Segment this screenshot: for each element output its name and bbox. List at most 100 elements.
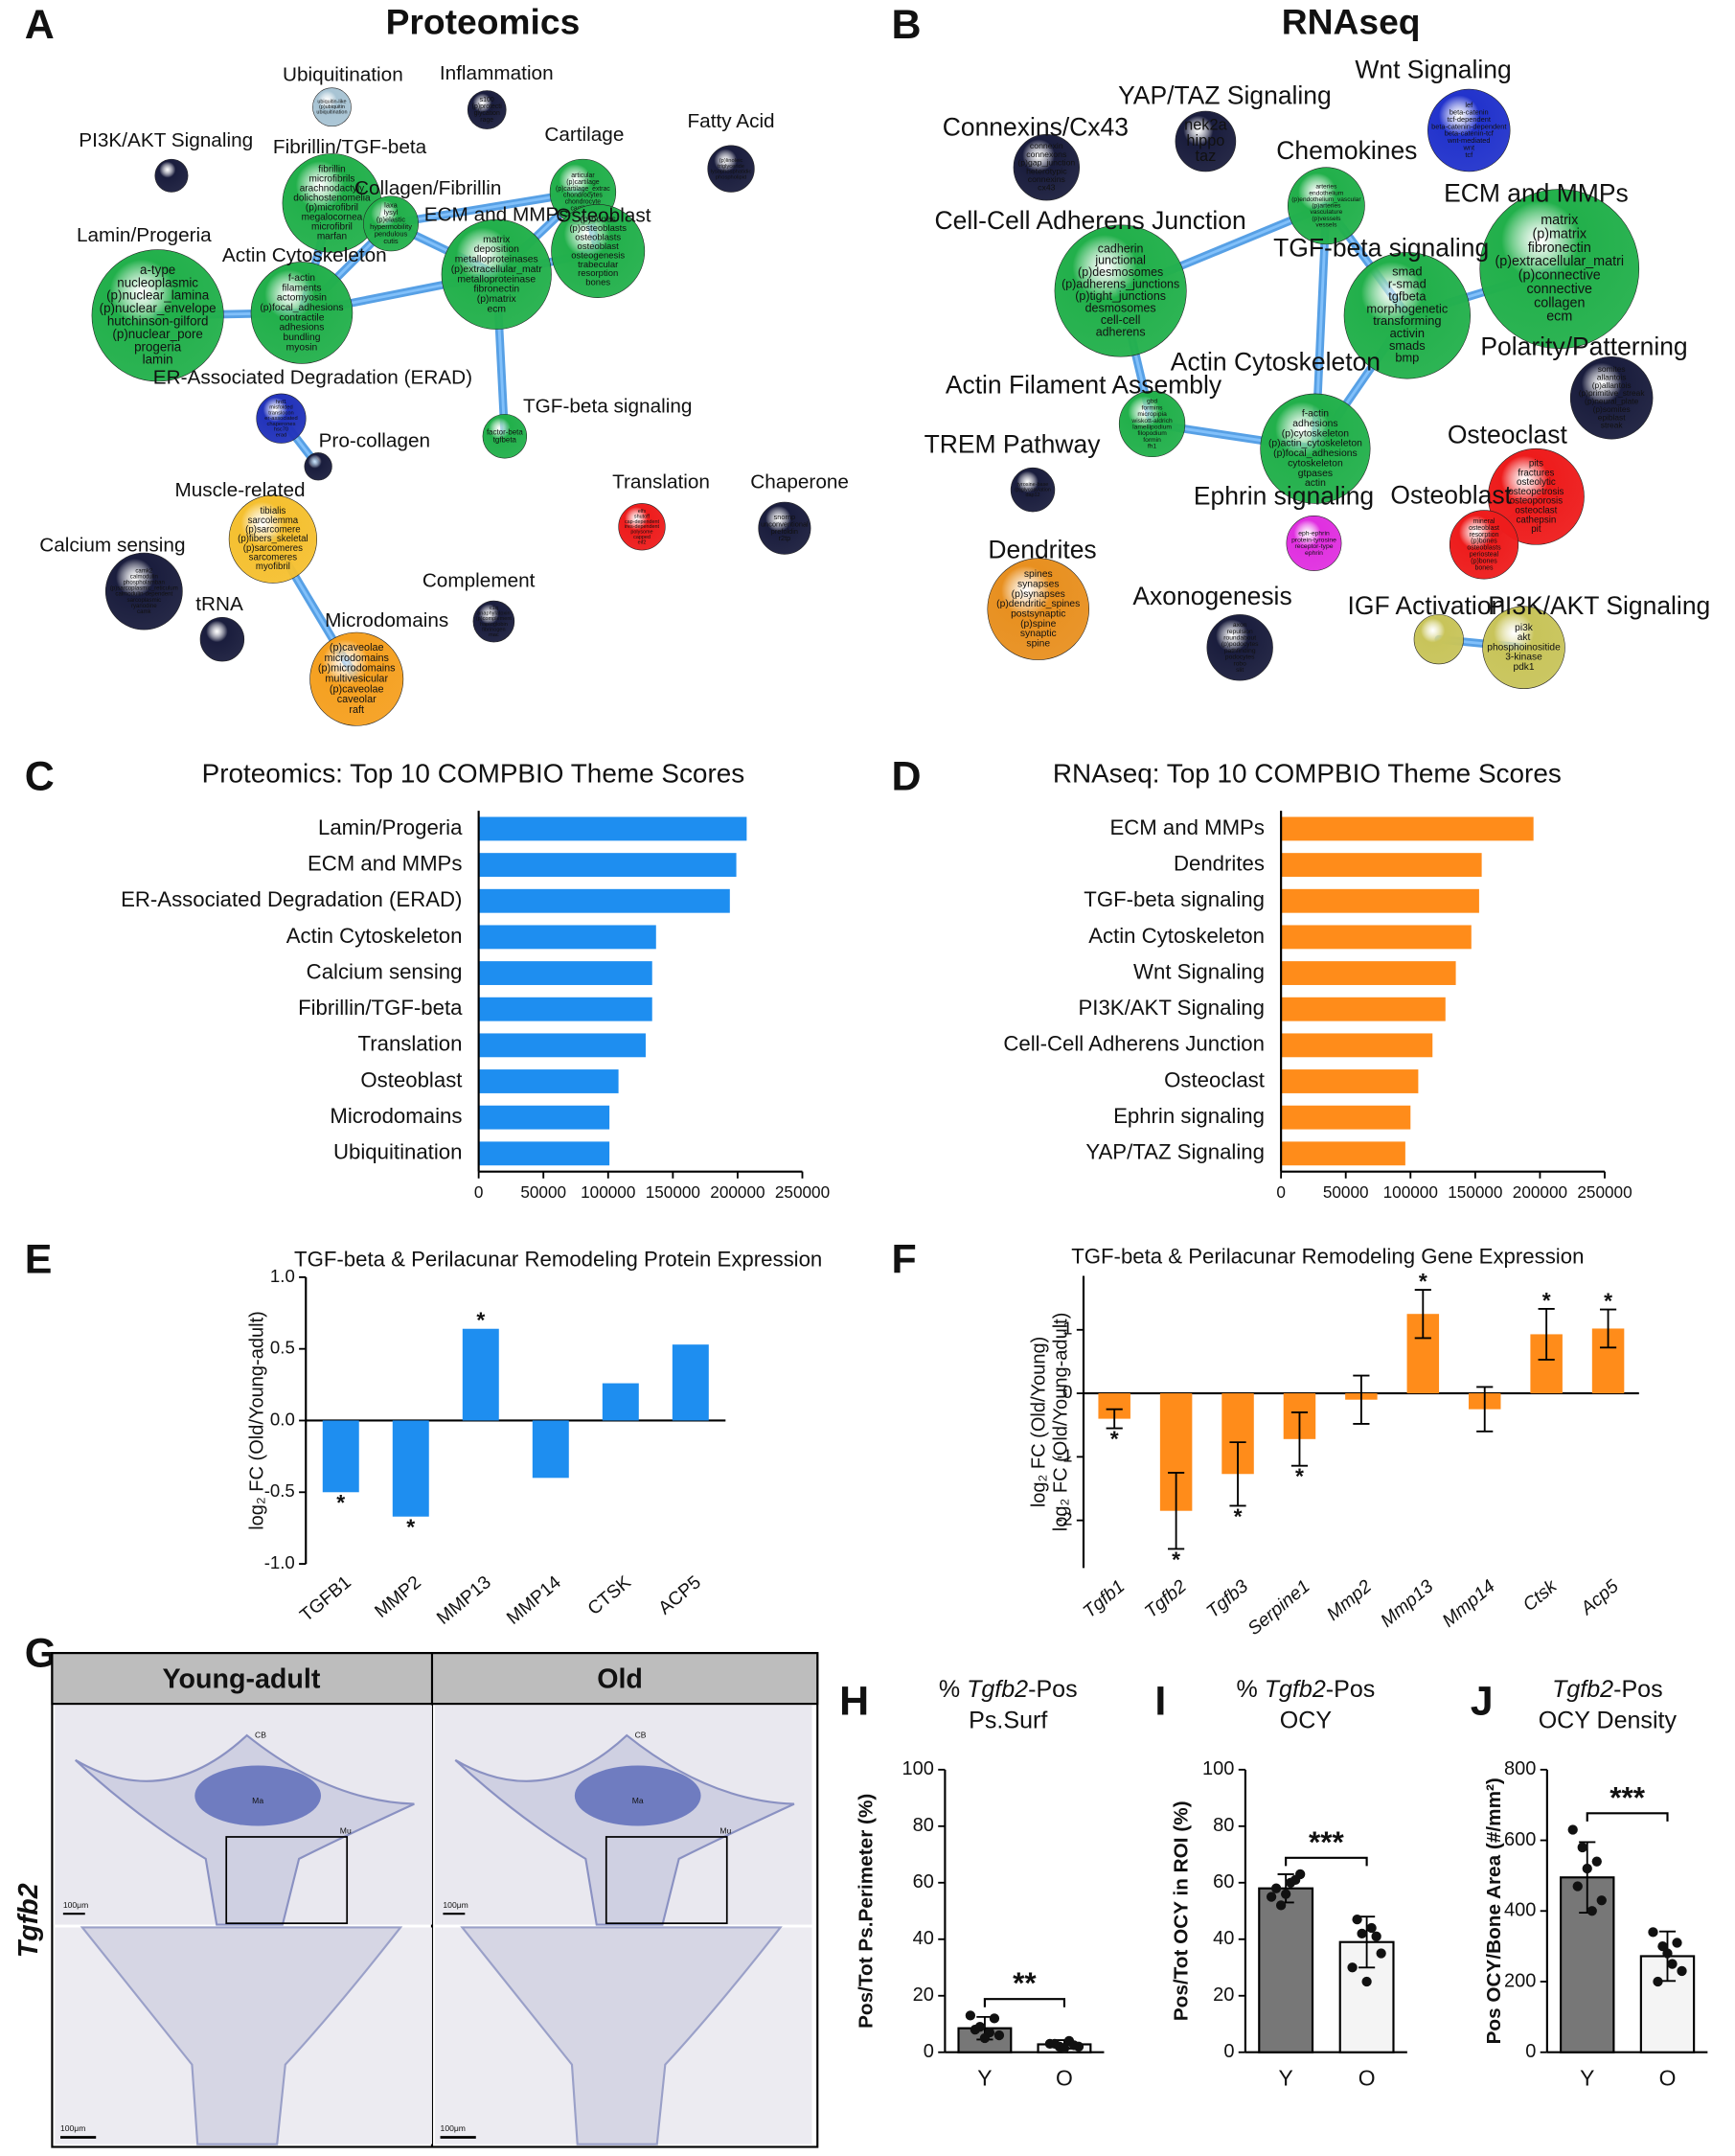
node-term: 3-kinase (1505, 653, 1542, 663)
category-label: Tgfb2 (1141, 1576, 1191, 1622)
node-term: cutis (383, 237, 399, 245)
node-term: f-actin (1302, 409, 1329, 420)
chart-title: Proteomics: Top 10 COMPBIO Theme Scores (202, 758, 745, 788)
node-term: s100 (480, 97, 494, 103)
node-label: Collagen/Fibrillin (354, 177, 501, 199)
node-term: ires-dependent (625, 524, 660, 530)
network-node (1118, 390, 1186, 458)
node-term: phospholipid (716, 174, 746, 180)
node-label: Axonogenesis (1132, 582, 1291, 610)
network-node (104, 552, 183, 631)
y-tick-label: 100 (902, 1758, 934, 1779)
node-term: ryanodine (131, 603, 157, 609)
data-point (1361, 1976, 1372, 1987)
node-label: Osteoblast (556, 205, 651, 227)
node-term: activin (1390, 326, 1425, 340)
bone-section (454, 1733, 795, 1926)
bar (478, 961, 652, 985)
node-label: Complement (422, 570, 536, 592)
chart-subtitle: Ps.Surf (969, 1707, 1047, 1733)
category-label: Microdomains (330, 1104, 462, 1128)
node-term: capped (633, 535, 651, 540)
data-point (1049, 2038, 1061, 2050)
node-term: deposition (474, 244, 519, 255)
data-point (1059, 2043, 1070, 2053)
bar (462, 1328, 499, 1421)
network-node (1175, 110, 1237, 172)
node-term: nucleoplasmic (117, 275, 198, 289)
node-term: (p)podocytes (1221, 641, 1259, 648)
network-title: Proteomics (386, 2, 581, 42)
node-term: lysophosphatidic (711, 170, 752, 175)
category-label: Y (977, 2065, 992, 2090)
chart-title: Tgfb2-Pos (1552, 1675, 1663, 1702)
node-term: roundabout (1223, 634, 1256, 641)
node-term: vasculature (1310, 209, 1342, 216)
column-header: Old (597, 1663, 643, 1694)
network-node (467, 90, 507, 129)
node-term: pits (1529, 459, 1543, 470)
network-node (551, 204, 646, 298)
node-term: tgfbeta (493, 435, 517, 444)
node-term: lef (1465, 101, 1473, 109)
y-tick-label: -0.5 (264, 1480, 295, 1501)
category-label: YAP/TAZ Signaling (1085, 1140, 1265, 1164)
node-label: Muscle-related (174, 479, 305, 501)
network-node (228, 494, 317, 584)
category-label: Ephrin signaling (1113, 1104, 1265, 1128)
node-term: myosin (286, 342, 318, 353)
node-term: (p)caveolae (330, 642, 384, 654)
node-term: fibrillin (318, 164, 345, 174)
node-term: glycation (474, 110, 500, 117)
node-term: podocytes (1225, 654, 1255, 661)
network-node (312, 87, 352, 127)
bar (392, 1420, 429, 1517)
node-term: (p)cartilage_extrac (556, 186, 610, 193)
bone-section (80, 1926, 403, 2145)
y-axis-label: Pos OCY/Bone Area (#/mm²) (1483, 1778, 1505, 2044)
bar (532, 1420, 569, 1479)
node-term: (p)sarcomere (245, 525, 300, 536)
significance: * (336, 1490, 345, 1515)
y-tick-label: -1.0 (264, 1552, 295, 1572)
node-term: (p)sarcoplasmic_reticulum (110, 585, 178, 592)
node-term: ephrin (1305, 550, 1323, 557)
panel-letter: C (25, 754, 55, 800)
node-label: Chaperone (750, 470, 849, 493)
node-term: actin (1305, 478, 1326, 489)
node-term: (p)elastic (377, 216, 405, 224)
node-term: laxa (384, 201, 399, 210)
node-term: wiskott-aldrich (1130, 418, 1173, 424)
node-term: matrix (483, 235, 511, 245)
network-node (1054, 224, 1187, 357)
node-term: desmosomes (1085, 301, 1156, 314)
node-label: Osteoblast (1390, 480, 1512, 509)
node-term: rage (480, 117, 493, 124)
node-term: (p)endothelium_vascular (1291, 196, 1361, 203)
node-term: resorption (578, 268, 618, 279)
node-term: (p)vessels (1312, 216, 1341, 222)
scale-label: 100μm (441, 2123, 466, 2133)
x-tick-label: 0 (1276, 1182, 1286, 1202)
node-label: Ubiquitination (283, 63, 403, 85)
node-term: beta-catenin (1450, 107, 1489, 116)
data-point (979, 2032, 991, 2044)
node-term: (p)microdomains (318, 663, 396, 675)
node-term: calmodulin (130, 573, 158, 580)
data-point (965, 2010, 976, 2021)
network-node (1482, 606, 1565, 689)
inset-box (605, 1836, 728, 1925)
node-term: osteoblast (1469, 525, 1499, 532)
panel-letter: J (1471, 1678, 1494, 1724)
node-term: wnt (1463, 144, 1475, 152)
node-term: smad (1392, 264, 1422, 279)
bar (322, 1420, 359, 1493)
node-term: megalocornea (302, 213, 363, 223)
region-label: Ma (632, 1796, 644, 1805)
node-term: nek2a (1184, 116, 1227, 133)
significance: *** (1609, 1779, 1646, 1814)
bar (478, 816, 747, 841)
node-term: (p)connective (1518, 268, 1601, 284)
category-label: Acp5 (1577, 1576, 1623, 1619)
